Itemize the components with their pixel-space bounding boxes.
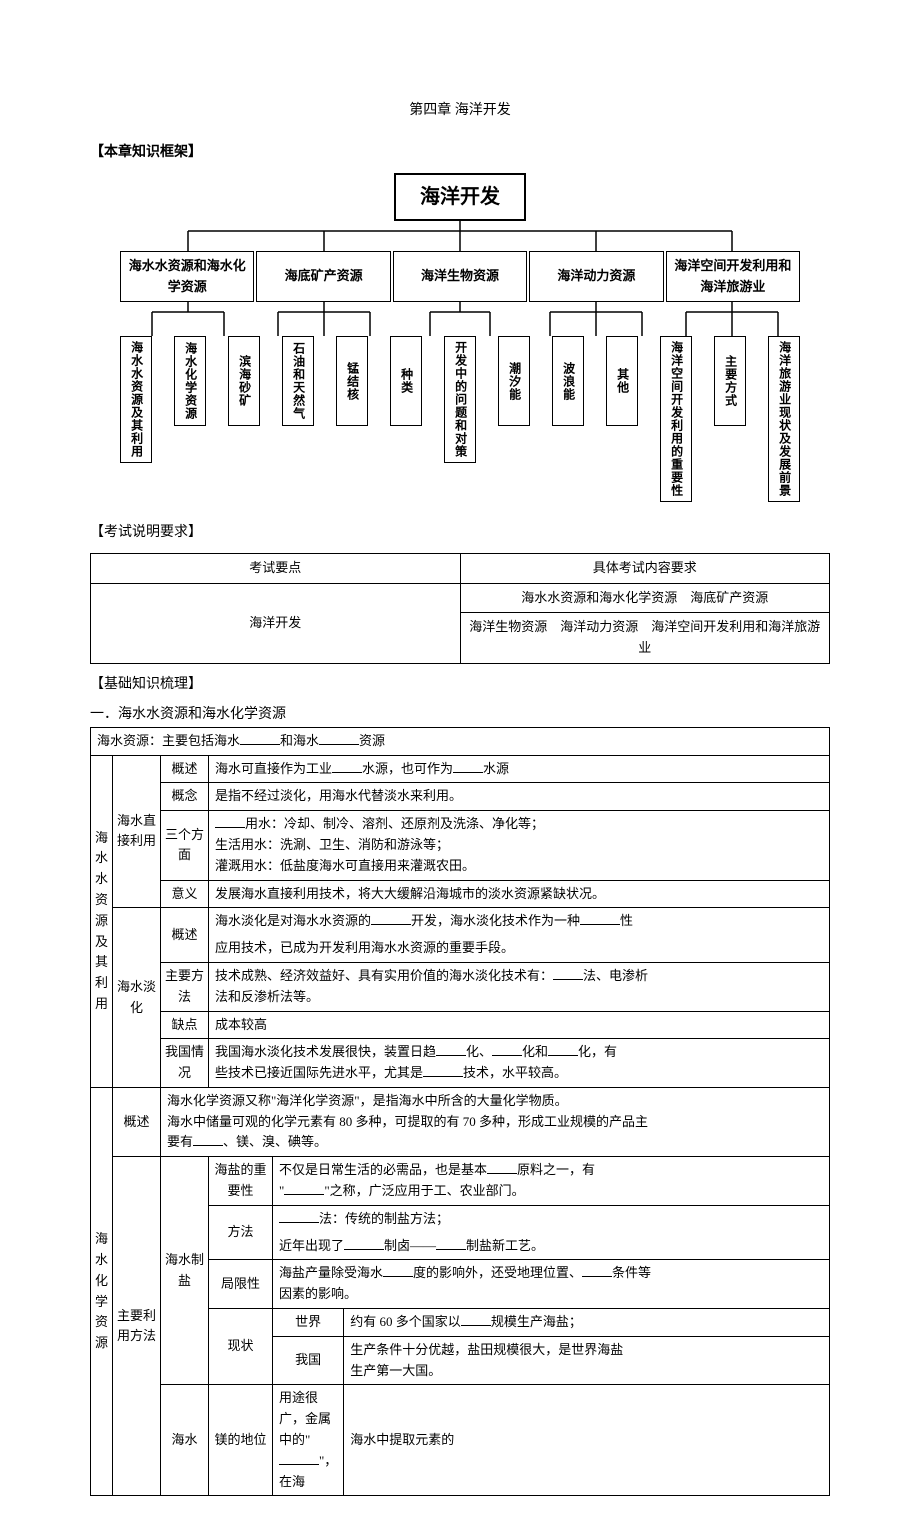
lvl3-box: 波浪能	[552, 336, 584, 426]
salt-importance-text: 不仅是日常生活的必需品，也是基本原料之一，有 ""之称，广泛应用于工、农业部门。	[273, 1157, 830, 1206]
concept-tree: 海洋开发 海水水资源和海水化学资源 海底矿产资源 海洋生物资源 海洋动力资源 海…	[120, 173, 800, 503]
lvl2-box: 海洋动力资源	[529, 251, 663, 303]
table-row: 缺点 成本较高	[91, 1011, 830, 1039]
lvl3-box: 石油和天然气	[282, 336, 314, 426]
overview-text: 海水可直接作为工业水源，也可作为水源	[209, 755, 830, 783]
meaning-label: 意义	[161, 880, 209, 908]
mg-position-label: 镁的地位	[209, 1385, 273, 1496]
lvl2-box: 海洋空间开发利用和海洋旅游业	[666, 251, 800, 303]
tree-connector-2	[120, 302, 800, 336]
exam-topic: 海洋开发	[91, 583, 461, 663]
table-row: 海水淡化 概述 海水淡化是对海水水资源的开发，海水淡化技术作为一种性	[91, 908, 830, 935]
table-row: 海洋开发 海水水资源和海水化学资源 海底矿产资源	[91, 583, 830, 613]
table-row: 海水资源：主要包括海水和海水资源	[91, 727, 830, 755]
mg-text: 用途很广，金属中的""，在海	[273, 1385, 344, 1496]
china-text: 生产条件十分优越，盐田规模很大，是世界海盐生产第一大国。	[344, 1336, 830, 1385]
salt-method-l1: 法：传统的制盐方法；	[273, 1205, 830, 1232]
salt-limit-text: 海盐产量除受海水度的影响外，还受地理位置、条件等 因素的影响。	[273, 1260, 830, 1309]
lvl3-box: 海水化学资源	[174, 336, 206, 426]
lvl3-box: 海洋旅游业现状及发展前景	[768, 336, 800, 502]
main-method-text: 技术成熟、经济效益好、具有实用价值的海水淡化技术有：法、电渗析 法和反渗析法等。	[209, 962, 830, 1011]
col-water-resource: 海水水资源及其利用	[91, 755, 113, 1087]
tree-level-2: 海水水资源和海水化学资源 海底矿产资源 海洋生物资源 海洋动力资源 海洋空间开发…	[120, 251, 800, 303]
table-row: 意义 发展海水直接利用技术，将大大缓解沿海城市的淡水资源紧缺状况。	[91, 880, 830, 908]
table-row: 主要方法 技术成熟、经济效益好、具有实用价值的海水淡化技术有：法、电渗析 法和反…	[91, 962, 830, 1011]
table-row: 海水水资源及其利用 海水直接利用 概述 海水可直接作为工业水源，也可作为水源	[91, 755, 830, 783]
mg-label: 海水	[161, 1385, 209, 1496]
cn-status-label: 我国情况	[161, 1039, 209, 1088]
world-text: 约有 60 多个国家以规模生产海盐；	[344, 1309, 830, 1337]
lvl2-box: 海底矿产资源	[256, 251, 390, 303]
exam-label: 【考试说明要求】	[90, 522, 830, 544]
table-row: 主要利用方法 海水制盐 海盐的重要性 不仅是日常生活的必需品，也是基本原料之一，…	[91, 1157, 830, 1206]
col-chem-resource: 海水化学资源	[91, 1087, 113, 1496]
chapter-title: 第四章 海洋开发	[90, 100, 830, 122]
lvl3-box: 其他	[606, 336, 638, 426]
salt-label: 海水制盐	[161, 1157, 209, 1385]
chem-overview-label: 概述	[113, 1087, 161, 1156]
tree-root-box: 海洋开发	[394, 173, 526, 221]
header-row: 海水资源：主要包括海水和海水资源	[91, 727, 830, 755]
exam-content-1: 海水水资源和海水化学资源 海底矿产资源	[460, 583, 830, 613]
meaning-text: 发展海水直接利用技术，将大大缓解沿海城市的淡水资源紧缺状况。	[209, 880, 830, 908]
lvl3-box: 海洋空间开发利用的重要性	[660, 336, 692, 502]
table-row: 概念 是指不经过淡化，用海水代替淡水来利用。	[91, 783, 830, 811]
world-label: 世界	[273, 1309, 344, 1337]
desalt-ov-l1: 海水淡化是对海水水资源的开发，海水淡化技术作为一种性	[209, 908, 830, 935]
lvl3-box: 海水水资源及其利用	[120, 336, 152, 463]
tree-level-3: 海水水资源及其利用 海水化学资源 滨海砂矿 石油和天然气 锰结核 种类 开发中的…	[120, 336, 800, 502]
exam-header-left: 考试要点	[91, 553, 461, 583]
lvl2-box: 海洋生物资源	[393, 251, 527, 303]
main-method-label: 主要方法	[161, 962, 209, 1011]
desalt-ov-l2: 应用技术，已成为开发利用海水水资源的重要手段。	[209, 935, 830, 962]
seawater-resources-table: 海水资源：主要包括海水和海水资源 海水水资源及其利用 海水直接利用 概述 海水可…	[90, 727, 830, 1497]
salt-method-l2: 近年出现了制卤——制盐新工艺。	[273, 1233, 830, 1260]
mg-text-2: 海水中提取元素的	[344, 1385, 830, 1496]
lvl3-box: 锰结核	[336, 336, 368, 426]
salt-limit-label: 局限性	[209, 1260, 273, 1309]
three-aspects-label: 三个方面	[161, 811, 209, 880]
table-row: 海水化学资源 概述 海水化学资源又称"海洋化学资源"，是指海水中所含的大量化学物…	[91, 1087, 830, 1156]
main-use-label: 主要利用方法	[113, 1157, 161, 1496]
drawback-text: 成本较高	[209, 1011, 830, 1039]
basics-label: 【基础知识梳理】	[90, 674, 830, 696]
exam-content-2: 海洋生物资源 海洋动力资源 海洋空间开发利用和海洋旅游业	[460, 613, 830, 664]
table-row: 我国情况 我国海水淡化技术发展很快，装置日趋化、化和化，有 些技术已接近国际先进…	[91, 1039, 830, 1088]
salt-importance-label: 海盐的重要性	[209, 1157, 273, 1206]
topic-1-label: 一．海水水资源和海水化学资源	[90, 704, 830, 726]
chem-overview-text: 海水化学资源又称"海洋化学资源"，是指海水中所含的大量化学物质。 海水中储量可观…	[161, 1087, 830, 1156]
desalt-label: 海水淡化	[113, 908, 161, 1088]
framework-label: 【本章知识框架】	[90, 142, 830, 164]
table-row: 考试要点 具体考试内容要求	[91, 553, 830, 583]
salt-method-label: 方法	[209, 1205, 273, 1260]
salt-status-label: 现状	[209, 1309, 273, 1385]
table-row: 海水 镁的地位 用途很广，金属中的""，在海 海水中提取元素的	[91, 1385, 830, 1496]
exam-requirements-table: 考试要点 具体考试内容要求 海洋开发 海水水资源和海水化学资源 海底矿产资源 海…	[90, 553, 830, 664]
direct-use-label: 海水直接利用	[113, 755, 161, 908]
lvl3-box: 主要方式	[714, 336, 746, 426]
drawback-label: 缺点	[161, 1011, 209, 1039]
tree-connector-1	[120, 221, 800, 251]
cn-status-text: 我国海水淡化技术发展很快，装置日趋化、化和化，有 些技术已接近国际先进水平，尤其…	[209, 1039, 830, 1088]
lvl2-box: 海水水资源和海水化学资源	[120, 251, 254, 303]
lvl3-box: 种类	[390, 336, 422, 426]
table-row: 三个方面 用水：冷却、制冷、溶剂、还原剂及洗涤、净化等； 生活用水：洗涮、卫生、…	[91, 811, 830, 880]
lvl3-box: 潮汐能	[498, 336, 530, 426]
exam-header-right: 具体考试内容要求	[460, 553, 830, 583]
overview-label: 概述	[161, 755, 209, 783]
lvl3-box: 滨海砂矿	[228, 336, 260, 426]
concept-text: 是指不经过淡化，用海水代替淡水来利用。	[209, 783, 830, 811]
desalt-overview-label: 概述	[161, 908, 209, 963]
three-aspects-text: 用水：冷却、制冷、溶剂、还原剂及洗涤、净化等； 生活用水：洗涮、卫生、消防和游泳…	[209, 811, 830, 880]
china-label: 我国	[273, 1336, 344, 1385]
concept-label: 概念	[161, 783, 209, 811]
lvl3-box: 开发中的问题和对策	[444, 336, 476, 463]
